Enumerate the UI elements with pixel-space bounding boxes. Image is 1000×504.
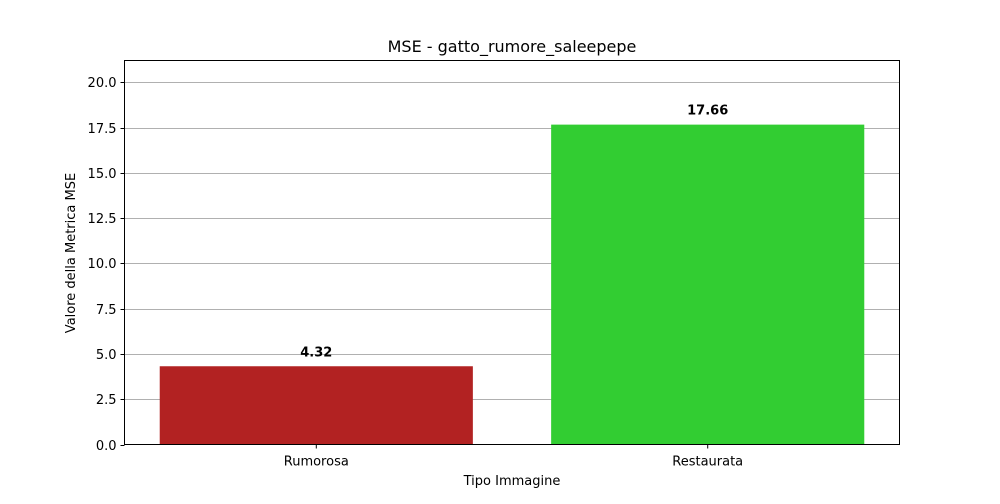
bar-value-label: 17.66 (687, 104, 728, 119)
bars-layer (159, 124, 865, 445)
y-tick-label: 7.5 (96, 303, 117, 318)
y-tick-label: 15.0 (88, 167, 117, 182)
y-tick-label: 12.5 (88, 212, 117, 227)
y-tick-label: 17.5 (88, 122, 117, 137)
x-tick-label: Rumorosa (284, 455, 349, 470)
bar-rumorosa (159, 366, 473, 445)
x-axis-label: Tipo Immagine (463, 474, 561, 489)
y-tick-label: 2.5 (96, 393, 117, 408)
labels-layer: 0.0 2.5 5.0 7.5 10.0 12.5 15.0 17.5 20.0 Rumorosa… (88, 76, 744, 470)
chart-title: MSE - gatto_rumore_saleepepe (388, 37, 637, 57)
ticks-layer (120, 82, 709, 449)
bar-value-label: 4.32 (300, 345, 332, 360)
y-axis-label: Valore della Metrica MSE (64, 173, 79, 333)
y-tick-label: 10.0 (88, 257, 117, 272)
y-tick-label: 0.0 (96, 439, 117, 454)
x-tick-label: Restaurata (672, 455, 743, 470)
y-tick-label: 5.0 (96, 348, 117, 363)
bar-restaurata (551, 124, 865, 445)
y-tick-label: 20.0 (88, 76, 117, 91)
grid-layer (124, 82, 900, 400)
plot-frame (124, 60, 900, 445)
